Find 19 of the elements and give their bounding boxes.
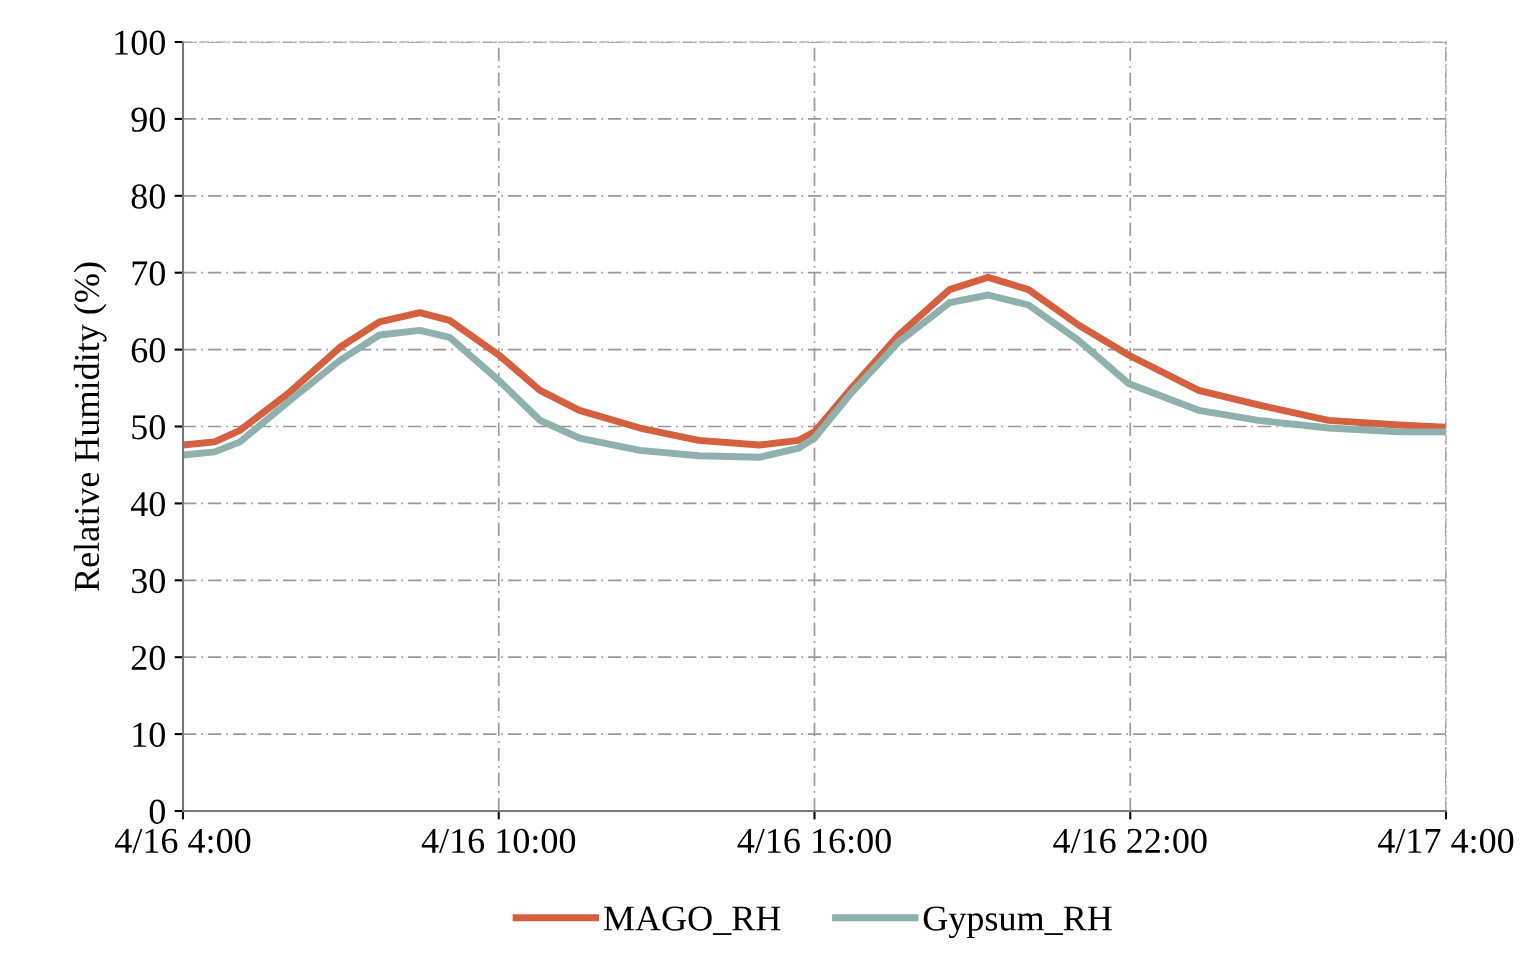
legend-label: MAGO_RH [603,906,781,935]
y-tick-label: 80 [131,184,165,209]
legend-label: Gypsum_RH [923,906,1112,939]
y-tick-label: 90 [131,107,165,132]
y-axis-title: Relative Humidity (%) [73,262,107,591]
y-tick-label: 70 [132,261,165,286]
y-tick-label: 0 [149,799,165,824]
y-tick-label: 100 [115,30,165,55]
y-tick-label: 30 [131,568,165,594]
y-tick-label: 50 [132,415,165,440]
x-tick-label: 4/16 10:00 [421,828,576,854]
x-tick-label: 4/16 22:00 [1053,828,1207,854]
x-tick-label: 4/16 4:00 [114,828,251,854]
y-tick-label: 40 [130,491,165,517]
x-tick-label: 4/17 4:00 [1377,828,1514,854]
y-tick-label: 10 [133,722,165,747]
y-tick-label: 60 [131,338,165,363]
y-tick-label: 20 [131,645,165,671]
x-tick-label: 4/16 16:00 [737,828,891,854]
